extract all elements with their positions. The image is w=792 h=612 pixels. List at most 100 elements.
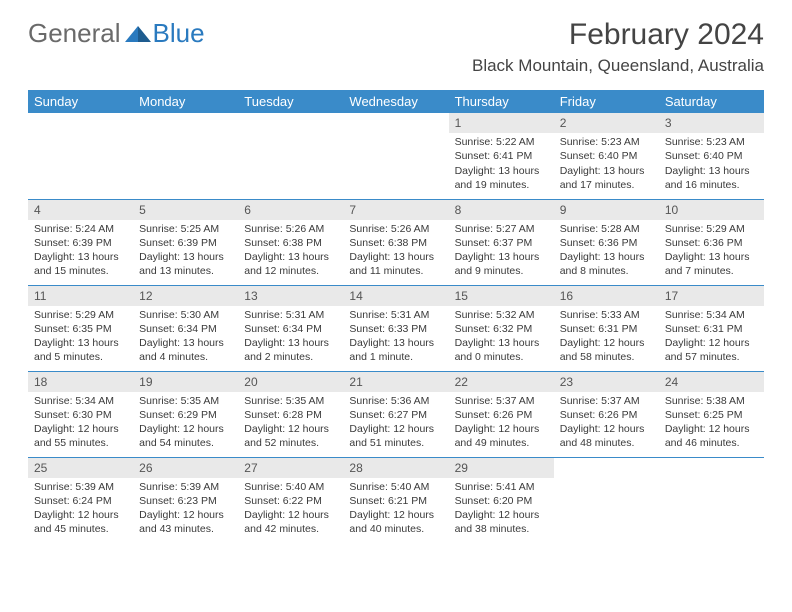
sunrise-line: Sunrise: 5:40 AM: [349, 480, 442, 494]
sunrise-line: Sunrise: 5:35 AM: [139, 394, 232, 408]
day-number: 13: [238, 286, 343, 306]
daylight-line: Daylight: 13 hours and 12 minutes.: [244, 250, 337, 278]
month-title: February 2024: [472, 18, 764, 52]
calendar-cell: 3Sunrise: 5:23 AMSunset: 6:40 PMDaylight…: [659, 113, 764, 199]
daylight-line: Daylight: 13 hours and 11 minutes.: [349, 250, 442, 278]
sunrise-line: Sunrise: 5:39 AM: [139, 480, 232, 494]
day-number: 29: [449, 458, 554, 478]
day-number: 4: [28, 200, 133, 220]
daylight-line: Daylight: 13 hours and 4 minutes.: [139, 336, 232, 364]
day-number: 12: [133, 286, 238, 306]
day-body: Sunrise: 5:35 AMSunset: 6:28 PMDaylight:…: [238, 392, 343, 455]
sunset-line: Sunset: 6:34 PM: [139, 322, 232, 336]
day-number: 20: [238, 372, 343, 392]
day-number: 25: [28, 458, 133, 478]
calendar-cell: 4Sunrise: 5:24 AMSunset: 6:39 PMDaylight…: [28, 199, 133, 285]
calendar-cell: 26Sunrise: 5:39 AMSunset: 6:23 PMDayligh…: [133, 457, 238, 543]
daylight-line: Daylight: 13 hours and 5 minutes.: [34, 336, 127, 364]
logo: General Blue: [28, 18, 205, 49]
day-number: 23: [554, 372, 659, 392]
sunrise-line: Sunrise: 5:30 AM: [139, 308, 232, 322]
sunset-line: Sunset: 6:40 PM: [560, 149, 653, 163]
sunrise-line: Sunrise: 5:29 AM: [34, 308, 127, 322]
daylight-line: Daylight: 12 hours and 40 minutes.: [349, 508, 442, 536]
day-body: Sunrise: 5:33 AMSunset: 6:31 PMDaylight:…: [554, 306, 659, 369]
sunset-line: Sunset: 6:38 PM: [349, 236, 442, 250]
day-number: 5: [133, 200, 238, 220]
calendar-cell: 15Sunrise: 5:32 AMSunset: 6:32 PMDayligh…: [449, 285, 554, 371]
calendar-body: 1Sunrise: 5:22 AMSunset: 6:41 PMDaylight…: [28, 113, 764, 543]
daylight-line: Daylight: 12 hours and 57 minutes.: [665, 336, 758, 364]
sunrise-line: Sunrise: 5:38 AM: [665, 394, 758, 408]
day-number: 7: [343, 200, 448, 220]
day-body: Sunrise: 5:40 AMSunset: 6:21 PMDaylight:…: [343, 478, 448, 541]
day-body: Sunrise: 5:28 AMSunset: 6:36 PMDaylight:…: [554, 220, 659, 283]
calendar-cell: 1Sunrise: 5:22 AMSunset: 6:41 PMDaylight…: [449, 113, 554, 199]
sunset-line: Sunset: 6:21 PM: [349, 494, 442, 508]
day-body: Sunrise: 5:37 AMSunset: 6:26 PMDaylight:…: [554, 392, 659, 455]
day-number: 14: [343, 286, 448, 306]
sunrise-line: Sunrise: 5:34 AM: [34, 394, 127, 408]
daylight-line: Daylight: 12 hours and 45 minutes.: [34, 508, 127, 536]
daylight-line: Daylight: 13 hours and 2 minutes.: [244, 336, 337, 364]
sunset-line: Sunset: 6:36 PM: [665, 236, 758, 250]
sunrise-line: Sunrise: 5:24 AM: [34, 222, 127, 236]
daylight-line: Daylight: 13 hours and 0 minutes.: [455, 336, 548, 364]
day-body: Sunrise: 5:24 AMSunset: 6:39 PMDaylight:…: [28, 220, 133, 283]
day-body: Sunrise: 5:36 AMSunset: 6:27 PMDaylight:…: [343, 392, 448, 455]
calendar-cell: 13Sunrise: 5:31 AMSunset: 6:34 PMDayligh…: [238, 285, 343, 371]
sunrise-line: Sunrise: 5:36 AM: [349, 394, 442, 408]
sunset-line: Sunset: 6:37 PM: [455, 236, 548, 250]
day-body: Sunrise: 5:25 AMSunset: 6:39 PMDaylight:…: [133, 220, 238, 283]
calendar-cell: 10Sunrise: 5:29 AMSunset: 6:36 PMDayligh…: [659, 199, 764, 285]
daylight-line: Daylight: 12 hours and 42 minutes.: [244, 508, 337, 536]
day-body: Sunrise: 5:31 AMSunset: 6:33 PMDaylight:…: [343, 306, 448, 369]
sunrise-line: Sunrise: 5:28 AM: [560, 222, 653, 236]
calendar-head: SundayMondayTuesdayWednesdayThursdayFrid…: [28, 90, 764, 113]
sunset-line: Sunset: 6:31 PM: [665, 322, 758, 336]
day-body: Sunrise: 5:39 AMSunset: 6:23 PMDaylight:…: [133, 478, 238, 541]
sunset-line: Sunset: 6:35 PM: [34, 322, 127, 336]
sunset-line: Sunset: 6:22 PM: [244, 494, 337, 508]
sunrise-line: Sunrise: 5:26 AM: [349, 222, 442, 236]
day-body: Sunrise: 5:35 AMSunset: 6:29 PMDaylight:…: [133, 392, 238, 455]
daylight-line: Daylight: 13 hours and 13 minutes.: [139, 250, 232, 278]
daylight-line: Daylight: 12 hours and 58 minutes.: [560, 336, 653, 364]
sunset-line: Sunset: 6:34 PM: [244, 322, 337, 336]
calendar-cell: [133, 113, 238, 199]
logo-triangle-icon: [125, 24, 151, 44]
location: Black Mountain, Queensland, Australia: [472, 56, 764, 76]
sunset-line: Sunset: 6:24 PM: [34, 494, 127, 508]
day-body: Sunrise: 5:29 AMSunset: 6:36 PMDaylight:…: [659, 220, 764, 283]
sunrise-line: Sunrise: 5:27 AM: [455, 222, 548, 236]
calendar-cell: [238, 113, 343, 199]
day-number: 3: [659, 113, 764, 133]
calendar-cell: 6Sunrise: 5:26 AMSunset: 6:38 PMDaylight…: [238, 199, 343, 285]
daylight-line: Daylight: 13 hours and 9 minutes.: [455, 250, 548, 278]
calendar-cell: [554, 457, 659, 543]
daylight-line: Daylight: 13 hours and 16 minutes.: [665, 164, 758, 192]
daylight-line: Daylight: 13 hours and 19 minutes.: [455, 164, 548, 192]
calendar-cell: 5Sunrise: 5:25 AMSunset: 6:39 PMDaylight…: [133, 199, 238, 285]
sunset-line: Sunset: 6:39 PM: [139, 236, 232, 250]
daylight-line: Daylight: 13 hours and 1 minute.: [349, 336, 442, 364]
day-body: Sunrise: 5:40 AMSunset: 6:22 PMDaylight:…: [238, 478, 343, 541]
daylight-line: Daylight: 12 hours and 48 minutes.: [560, 422, 653, 450]
sunset-line: Sunset: 6:25 PM: [665, 408, 758, 422]
daylight-line: Daylight: 12 hours and 52 minutes.: [244, 422, 337, 450]
sunrise-line: Sunrise: 5:37 AM: [455, 394, 548, 408]
day-body: Sunrise: 5:34 AMSunset: 6:31 PMDaylight:…: [659, 306, 764, 369]
day-body: Sunrise: 5:29 AMSunset: 6:35 PMDaylight:…: [28, 306, 133, 369]
sunrise-line: Sunrise: 5:23 AM: [665, 135, 758, 149]
sunset-line: Sunset: 6:39 PM: [34, 236, 127, 250]
sunrise-line: Sunrise: 5:33 AM: [560, 308, 653, 322]
sunset-line: Sunset: 6:29 PM: [139, 408, 232, 422]
day-body: Sunrise: 5:41 AMSunset: 6:20 PMDaylight:…: [449, 478, 554, 541]
day-number: 24: [659, 372, 764, 392]
sunset-line: Sunset: 6:23 PM: [139, 494, 232, 508]
sunrise-line: Sunrise: 5:29 AM: [665, 222, 758, 236]
calendar-cell: 27Sunrise: 5:40 AMSunset: 6:22 PMDayligh…: [238, 457, 343, 543]
day-number: 6: [238, 200, 343, 220]
weekday-header: Friday: [554, 90, 659, 113]
sunrise-line: Sunrise: 5:25 AM: [139, 222, 232, 236]
